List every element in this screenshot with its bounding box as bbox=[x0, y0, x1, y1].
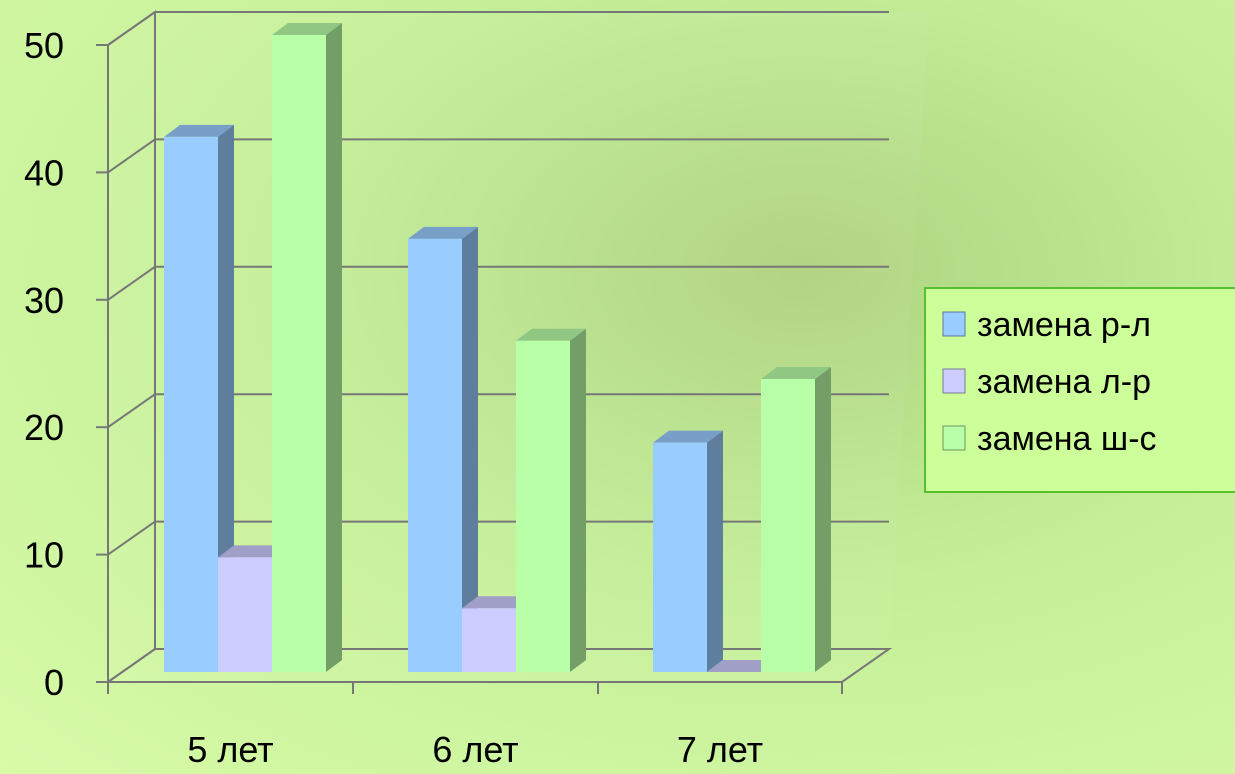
bar-front-face bbox=[164, 136, 218, 673]
bar-1-3 bbox=[653, 430, 723, 672]
y-axis-ticks: 0 10 20 30 40 50 bbox=[24, 25, 108, 703]
bar-top-face bbox=[653, 430, 723, 443]
bar-top-face bbox=[516, 328, 586, 341]
y-tick-label-30: 30 bbox=[24, 280, 64, 321]
bar-side-face bbox=[462, 226, 478, 672]
bar-front-face bbox=[462, 608, 516, 672]
legend-label: замена л-р bbox=[977, 363, 1151, 401]
bar-front-face bbox=[272, 35, 326, 672]
x-axis-ticks: 5 лет 6 лет 7 лет bbox=[107, 682, 843, 770]
bar-side-face bbox=[815, 366, 831, 672]
x-tick-label-2: 6 лет bbox=[432, 729, 518, 770]
gridline-40 bbox=[107, 138, 889, 174]
bar-top-face bbox=[707, 660, 777, 672]
gridline-50 bbox=[107, 11, 889, 46]
legend-swatch bbox=[942, 311, 966, 337]
bar-2-3 bbox=[707, 660, 777, 672]
bar-side-face bbox=[218, 124, 234, 673]
legend-item-3: замена ш-с bbox=[942, 420, 1157, 458]
bar-side-face bbox=[570, 328, 586, 672]
bar-3-3 bbox=[761, 366, 831, 672]
y-tick-label-0: 0 bbox=[44, 662, 64, 703]
bar-front-face bbox=[761, 378, 815, 672]
bar-front-face bbox=[516, 340, 570, 672]
x-tick-label-1: 5 лет bbox=[187, 729, 273, 770]
bar-3-2 bbox=[516, 328, 586, 672]
bar-1-2 bbox=[408, 226, 478, 672]
bar-front-face bbox=[218, 557, 272, 672]
y-tick-label-50: 50 bbox=[24, 25, 64, 66]
y-tick-label-10: 10 bbox=[24, 535, 64, 576]
bar-3-1 bbox=[272, 23, 342, 672]
bar-side-face bbox=[707, 430, 723, 672]
gridline-20 bbox=[107, 393, 889, 429]
bars bbox=[164, 23, 831, 673]
bar-top-face bbox=[272, 23, 342, 35]
axes bbox=[107, 45, 842, 683]
bar-front-face bbox=[653, 442, 707, 672]
bar-top-face bbox=[164, 124, 234, 137]
bar-top-face bbox=[761, 366, 831, 379]
y-tick-label-40: 40 bbox=[24, 152, 64, 193]
legend-label: замена р-л bbox=[977, 306, 1151, 344]
side-wall bbox=[107, 10, 156, 684]
legend: замена р-л замена л-р замена ш-с bbox=[924, 287, 1235, 493]
legend-swatch bbox=[942, 425, 966, 451]
legend-box bbox=[924, 287, 1235, 493]
legend-swatch bbox=[942, 368, 966, 394]
gridline-30 bbox=[107, 265, 889, 301]
bar-front-face bbox=[408, 238, 462, 672]
legend-item-1: замена р-л bbox=[942, 306, 1151, 344]
bar-1-1 bbox=[164, 124, 234, 673]
gridline-10 bbox=[107, 520, 889, 556]
gridlines bbox=[107, 11, 889, 556]
bar-top-face bbox=[218, 545, 288, 558]
x-tick-label-3: 7 лет bbox=[677, 729, 763, 770]
bar-side-face bbox=[326, 23, 342, 672]
bar-top-face bbox=[408, 226, 478, 239]
y-tick-label-20: 20 bbox=[24, 407, 64, 448]
legend-item-2: замена л-р bbox=[942, 363, 1151, 401]
bar-top-face bbox=[462, 596, 532, 609]
legend-label: замена ш-с bbox=[977, 420, 1157, 458]
